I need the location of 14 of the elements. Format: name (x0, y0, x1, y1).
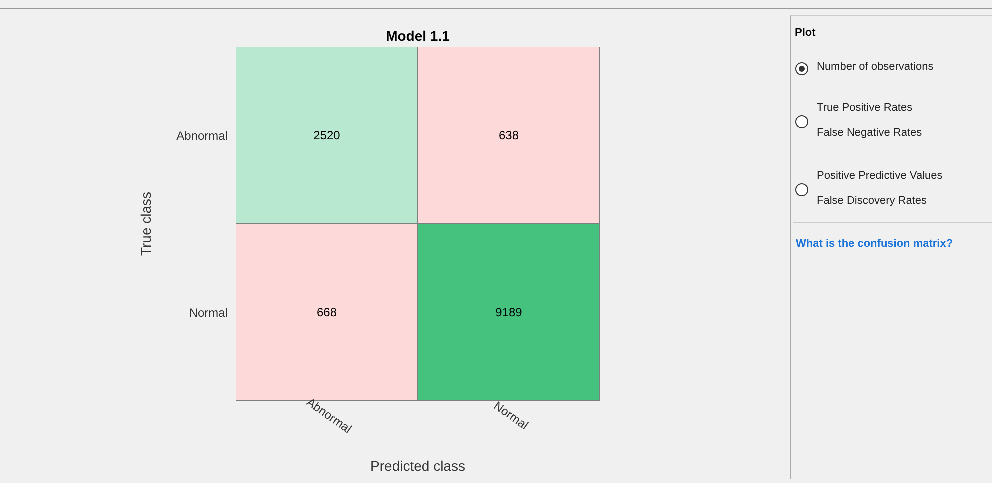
chart-title: Model 1.1 (385, 28, 451, 44)
text: False Discovery Rates (817, 195, 928, 207)
text: What is the confusion matrix? (796, 238, 954, 250)
data-label: 2520 (314, 128, 341, 142)
data-label: 638 (498, 128, 520, 142)
text: False Negative Rates (817, 127, 922, 139)
data-label: 9189 (496, 306, 523, 320)
text: Plot (795, 27, 816, 39)
text: True Positive Rates (817, 102, 913, 114)
x-axis-title: Predicted class (370, 458, 466, 474)
text: Positive Predictive Values (817, 170, 943, 182)
y-axis-title: True class (138, 192, 154, 256)
data-label: 668 (316, 306, 338, 320)
text: Number of observations (817, 61, 934, 73)
